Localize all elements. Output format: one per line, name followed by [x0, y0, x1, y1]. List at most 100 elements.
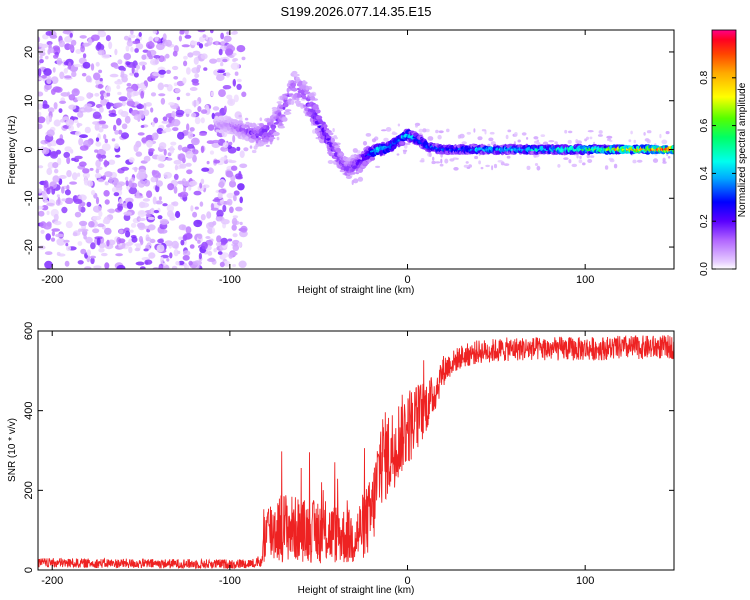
spectrogram-noise-cell: [231, 224, 237, 231]
spectrogram-ridge-cell: [334, 145, 341, 149]
spectrogram-noise-cell: [120, 70, 125, 78]
spectrogram-noise-cell: [205, 236, 211, 239]
spectrogram-ridge-cell: [291, 70, 298, 75]
spectrogram-noise-cell: [207, 228, 214, 234]
spectrogram-noise-cell: [196, 64, 202, 69]
spectrogram-ridge-cell: [308, 92, 315, 98]
snr-series-line: [38, 335, 674, 570]
spectrogram-noise-cell: [135, 43, 144, 50]
spectrogram-halo-cell: [517, 139, 521, 143]
spectrogram-noise-cell: [94, 149, 99, 153]
spectrogram-noise-cell: [152, 196, 157, 205]
spectrogram-halo-cell: [628, 139, 632, 143]
spectrogram-ridge-cell: [671, 145, 674, 150]
spectrogram-noise-cell: [193, 219, 203, 228]
spectrogram-noise-cell: [229, 251, 238, 256]
spectrogram-noise-cell: [71, 88, 80, 97]
spectrogram-noise-cell: [202, 184, 210, 189]
spectrogram-noise-cell: [166, 69, 171, 74]
spectrogram-noise-cell: [235, 206, 243, 212]
spectrogram-noise-cell: [125, 230, 131, 238]
spectrogram-noise-cell: [178, 224, 186, 231]
spectrogram-noise-cell: [126, 100, 136, 107]
spectrogram-noise-cell: [134, 247, 141, 252]
spectrogram-noise-cell: [177, 250, 181, 255]
spectrogram-noise-cell: [98, 69, 103, 74]
spectrogram-noise-cell: [146, 190, 153, 198]
spectrogram-noise-cell: [240, 225, 248, 233]
spectrogram-halo-cell: [265, 144, 270, 147]
spectrogram-noise-cell: [50, 237, 56, 242]
spectrogram-noise-cell: [200, 109, 208, 114]
colorbar-tick-label: 0.2: [699, 214, 710, 228]
spectrogram-ridge-cell: [323, 125, 327, 131]
spectrogram-halo-cell: [437, 134, 442, 140]
spectrogram-noise-cell: [45, 31, 53, 36]
spectrogram-ridge-cell: [314, 107, 320, 110]
spectrogram-noise-cell: [135, 151, 143, 157]
spectrogram-noise-cell: [118, 129, 123, 135]
spectrogram-halo-cell: [589, 136, 593, 140]
spectrogram-noise-cell: [207, 258, 216, 262]
spectrogram-noise-cell: [38, 205, 44, 210]
spectrogram-noise-cell: [117, 205, 123, 211]
spectrogram-noise-cell: [218, 89, 226, 98]
spectrogram-noise-cell: [125, 241, 133, 247]
spectrogram-noise-cell: [191, 137, 200, 146]
spectrogram-noise-cell: [61, 186, 65, 194]
spectrogram-noise-cell: [43, 68, 52, 76]
spectrogram-noise-cell: [133, 91, 140, 96]
spectrogram-noise-cell: [233, 194, 237, 202]
spectrogram-noise-cell: [180, 239, 185, 246]
spectrogram-halo-cell: [589, 155, 595, 158]
spectrogram-noise-cell: [170, 141, 177, 146]
spectrogram-halo-cell: [439, 163, 444, 167]
spectrogram-noise-cell: [198, 43, 204, 49]
spectrogram-noise-cell: [95, 196, 100, 205]
spectrogram-noise-cell: [167, 183, 175, 191]
spectrogram-halo-cell: [661, 139, 668, 145]
spectrogram-halo-cell: [403, 143, 408, 149]
spectrogram-noise-cell: [78, 161, 87, 167]
spectrogram-noise-cell: [209, 150, 215, 155]
spectrogram-halo-cell: [633, 139, 637, 144]
spectrogram-noise-cell: [216, 209, 224, 218]
spectrogram-noise-cell: [108, 110, 114, 114]
spectrogram-halo-cell: [244, 117, 249, 121]
spectrogram-noise-cell: [239, 221, 243, 226]
spectrogram-noise-cell: [96, 237, 101, 246]
spectrogram-noise-cell: [236, 146, 241, 151]
spectrogram-noise-cell: [189, 180, 198, 186]
spectrogram-noise-cell: [173, 159, 182, 165]
spectrogram-noise-cell: [85, 236, 93, 244]
spectrogram-noise-cell: [228, 180, 237, 188]
spectrogram-noise-cell: [103, 190, 110, 197]
spectrogram-noise-cell: [186, 123, 190, 131]
spectrogram-halo-cell: [606, 135, 613, 139]
spectrogram-noise-cell: [92, 205, 102, 213]
colorbar-tick-label: 0.4: [699, 166, 710, 180]
spectrogram-noise-cell: [74, 63, 82, 68]
spectrogram-noise-cell: [189, 87, 198, 91]
spectrogram-halo-cell: [491, 165, 494, 171]
spectrogram-noise-cell: [134, 243, 143, 247]
spectrogram-noise-cell: [44, 251, 53, 256]
spectrogram-halo-cell: [327, 160, 334, 164]
spectrogram-noise-cell: [197, 30, 206, 33]
spectrogram-noise-cell: [184, 233, 193, 240]
spectrogram-noise-cell: [74, 155, 83, 160]
spectrogram-noise-cell: [58, 40, 65, 48]
spectrogram-noise-cell: [131, 236, 138, 243]
spectrogram-noise-cell: [95, 43, 105, 52]
spectrogram-noise-cell: [217, 192, 223, 200]
spectrogram-noise-cell: [162, 116, 168, 122]
spectrogram-noise-cell: [46, 129, 55, 137]
spectrogram-noise-cell: [80, 45, 85, 53]
spectrogram-halo-cell: [446, 128, 450, 133]
snr-marks: [38, 335, 674, 570]
spectrogram-ridge-cell: [391, 146, 396, 149]
spectrogram-halo-cell: [276, 136, 280, 141]
spectrogram-noise-cell: [55, 233, 64, 238]
spectrogram-noise-cell: [38, 123, 43, 130]
spectrogram-halo-cell: [578, 159, 583, 164]
